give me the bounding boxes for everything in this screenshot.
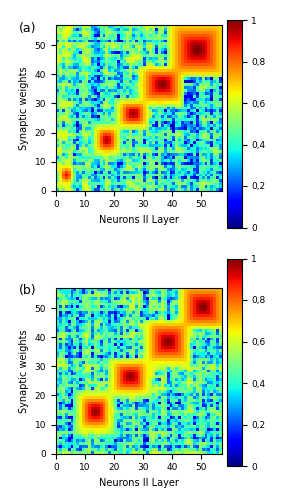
- Text: (a): (a): [19, 22, 37, 35]
- Y-axis label: Synaptic weights: Synaptic weights: [19, 66, 29, 150]
- Text: (b): (b): [19, 284, 37, 298]
- X-axis label: Neurons II Layer: Neurons II Layer: [99, 478, 179, 488]
- X-axis label: Neurons II Layer: Neurons II Layer: [99, 215, 179, 225]
- Y-axis label: Synaptic weights: Synaptic weights: [19, 329, 29, 412]
